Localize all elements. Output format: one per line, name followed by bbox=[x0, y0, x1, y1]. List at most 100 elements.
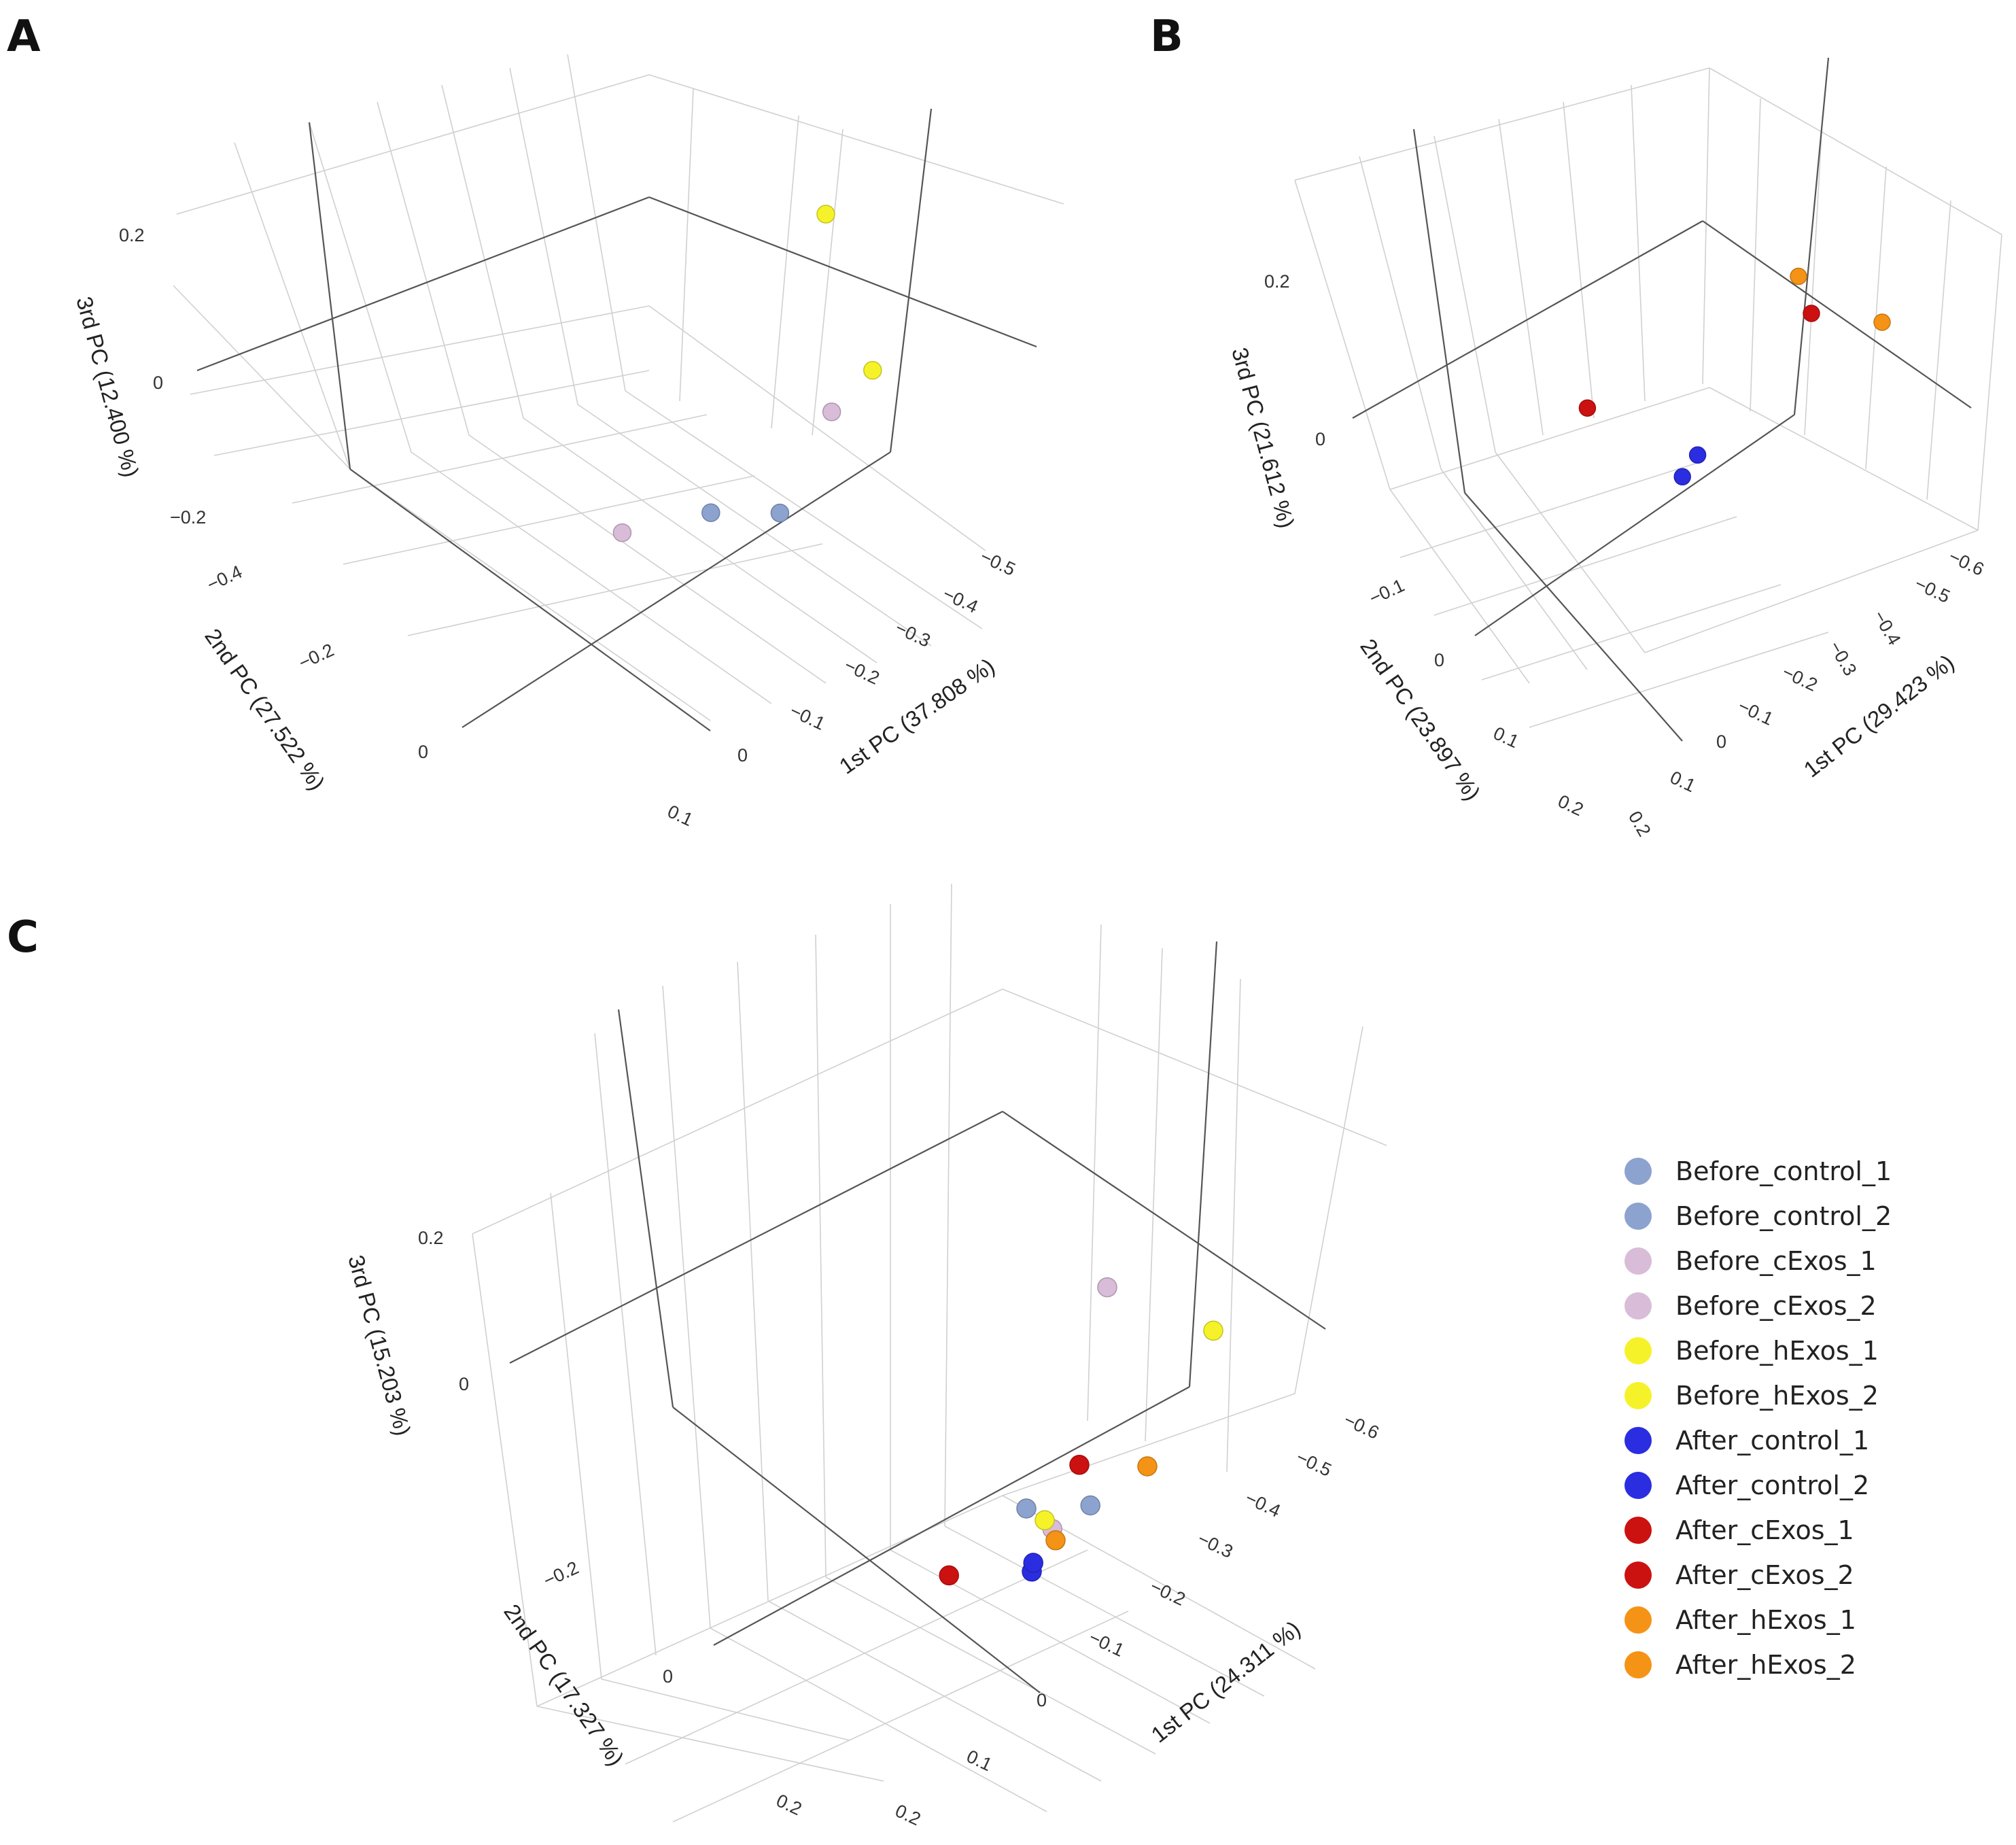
panel-c-y-tick: 0.2 bbox=[773, 1790, 805, 1819]
legend-marker bbox=[1624, 1382, 1652, 1409]
data-point-before-control-2 bbox=[1080, 1495, 1100, 1516]
legend-label: After_control_2 bbox=[1675, 1470, 1869, 1500]
panel-a-y-tick: −0.4 bbox=[204, 562, 245, 596]
data-point-after-hexos-1 bbox=[1790, 267, 1807, 286]
panel-a-z-axis-title: 3rd PC (12.400 %) bbox=[71, 294, 143, 480]
data-point-before-hexos-1 bbox=[1035, 1510, 1055, 1531]
panel-c-x-tick: −0.4 bbox=[1242, 1487, 1283, 1521]
panel-b-x-axis-title: 1st PC (29.423 %) bbox=[1799, 649, 1959, 782]
legend-label: After_control_1 bbox=[1675, 1426, 1869, 1455]
panel-a-y-tick: −0.2 bbox=[296, 640, 337, 674]
panel-b-x-tick: −0.3 bbox=[1825, 638, 1861, 679]
panel-b-x-tick: −0.5 bbox=[1911, 573, 1953, 607]
data-point-before-control-1 bbox=[701, 503, 720, 522]
panel-a: A bbox=[7, 12, 1064, 830]
legend-label: Before_cExos_2 bbox=[1675, 1291, 1877, 1321]
data-point-before-control-2 bbox=[770, 503, 790, 523]
legend-label: Before_cExos_1 bbox=[1675, 1246, 1877, 1276]
panel-c-ticks: 0.2 0 −0.2 0 0.2 −0.6 −0.5 −0.4 −0.3 −0.… bbox=[418, 1228, 1382, 1829]
panel-c-x-tick: −0.5 bbox=[1293, 1447, 1334, 1481]
panel-b-x-tick: −0.2 bbox=[1779, 661, 1820, 695]
panel-c-x-tick: −0.1 bbox=[1085, 1627, 1127, 1661]
data-point-after-cexos-2 bbox=[1578, 399, 1597, 417]
data-point-before-hexos-1 bbox=[863, 360, 882, 380]
data-point-before-control-1 bbox=[1016, 1498, 1037, 1519]
panel-b-z-tick: 0 bbox=[1315, 429, 1325, 449]
data-point-after-control-2 bbox=[1673, 468, 1691, 486]
panel-c-x-tick: 0 bbox=[1037, 1690, 1047, 1710]
panel-c-x-tick: 0.1 bbox=[963, 1746, 995, 1775]
panel-b: B bbox=[1150, 12, 2002, 840]
legend-marker bbox=[1624, 1337, 1652, 1364]
panel-c-x-tick: −0.6 bbox=[1340, 1409, 1382, 1443]
data-point-after-control-2 bbox=[1023, 1553, 1043, 1573]
panel-c-frame bbox=[509, 941, 1326, 1693]
panel-c-y-axis-title: 2nd PC (17.327 %) bbox=[499, 1600, 629, 1770]
legend-label: Before_control_2 bbox=[1675, 1201, 1892, 1231]
panel-a-grid bbox=[173, 54, 1064, 721]
legend-marker bbox=[1624, 1203, 1652, 1230]
panel-c: C bbox=[7, 883, 1387, 1829]
panel-b-grid bbox=[1294, 67, 2002, 728]
panel-a-z-tick: 0 bbox=[153, 373, 163, 393]
panel-b-x-tick: −0.6 bbox=[1945, 546, 1987, 580]
data-point-before-cexos-1 bbox=[1097, 1277, 1117, 1298]
panel-a-letter: A bbox=[7, 12, 41, 62]
panel-b-x-tick: −0.1 bbox=[1735, 695, 1776, 729]
legend-marker bbox=[1624, 1158, 1652, 1185]
panel-c-x-tick: 0.2 bbox=[892, 1800, 924, 1829]
panel-a-x-tick: −0.1 bbox=[786, 700, 828, 734]
panel-b-y-tick: −0.1 bbox=[1366, 575, 1408, 609]
panel-c-z-axis-title: 3rd PC (15.203 %) bbox=[343, 1252, 415, 1438]
panel-b-z-axis-title: 3rd PC (21.612 %) bbox=[1227, 345, 1299, 531]
panel-c-x-tick: −0.3 bbox=[1194, 1528, 1236, 1562]
panel-c-letter: C bbox=[7, 912, 39, 963]
panel-b-x-tick: −0.4 bbox=[1869, 607, 1905, 649]
legend-label: After_hExos_1 bbox=[1675, 1605, 1856, 1635]
data-point-before-hexos-2 bbox=[1203, 1320, 1223, 1341]
panel-c-x-tick: −0.2 bbox=[1147, 1576, 1188, 1610]
panel-b-y-tick: 0.1 bbox=[1490, 723, 1522, 752]
legend-label: Before_hExos_1 bbox=[1675, 1336, 1879, 1366]
panel-c-x-axis-title: 1st PC (24.311 %) bbox=[1147, 1616, 1305, 1748]
legend-marker bbox=[1624, 1247, 1652, 1275]
panel-b-x-tick: 0.1 bbox=[1667, 767, 1699, 796]
legend-marker bbox=[1624, 1651, 1652, 1678]
data-point-before-cexos-1 bbox=[822, 402, 841, 421]
panel-c-z-tick: 0 bbox=[459, 1374, 469, 1394]
panel-a-y-tick: 0 bbox=[418, 742, 428, 762]
data-point-before-cexos-2 bbox=[612, 523, 632, 542]
data-point-after-hexos-1 bbox=[1137, 1456, 1158, 1477]
panel-a-x-tick: −0.2 bbox=[841, 655, 882, 689]
panel-b-y-tick: 0 bbox=[1434, 650, 1444, 670]
legend-marker bbox=[1624, 1292, 1652, 1320]
panel-a-frame bbox=[196, 108, 1037, 731]
panel-b-x-tick: 0 bbox=[1716, 731, 1726, 752]
panel-c-y-tick: 0 bbox=[663, 1666, 673, 1687]
data-point-after-hexos-2 bbox=[1045, 1530, 1066, 1551]
panel-c-points bbox=[939, 1277, 1223, 1586]
panel-b-z-tick: 0.2 bbox=[1264, 271, 1290, 292]
legend-marker bbox=[1624, 1562, 1652, 1589]
panel-a-points bbox=[612, 205, 882, 542]
panel-a-z-tick: 0.2 bbox=[119, 225, 145, 245]
legend-label: After_cExos_1 bbox=[1675, 1515, 1854, 1545]
panel-b-y-tick: 0.2 bbox=[1554, 791, 1586, 820]
panel-c-z-tick: 0.2 bbox=[418, 1228, 444, 1248]
panel-a-x-tick: −0.5 bbox=[977, 546, 1018, 580]
data-point-after-hexos-2 bbox=[1873, 313, 1891, 331]
legend-label: After_hExos_2 bbox=[1675, 1650, 1856, 1680]
panel-b-points bbox=[1578, 267, 1891, 486]
panel-c-grid bbox=[472, 883, 1387, 1823]
data-point-after-cexos-1 bbox=[1803, 305, 1820, 322]
data-point-after-cexos-1 bbox=[1069, 1455, 1090, 1475]
data-point-before-hexos-2 bbox=[816, 205, 835, 224]
legend-marker bbox=[1624, 1427, 1652, 1454]
panel-b-y-axis-title: 2nd PC (23.897 %) bbox=[1355, 634, 1485, 805]
panel-b-letter: B bbox=[1150, 12, 1183, 62]
data-point-after-cexos-2 bbox=[939, 1565, 959, 1586]
legend: Before_control_1 Before_control_2 Before_c… bbox=[1624, 1156, 1892, 1680]
panel-b-frame bbox=[1352, 57, 1972, 742]
legend-label: Before_control_1 bbox=[1675, 1156, 1892, 1186]
